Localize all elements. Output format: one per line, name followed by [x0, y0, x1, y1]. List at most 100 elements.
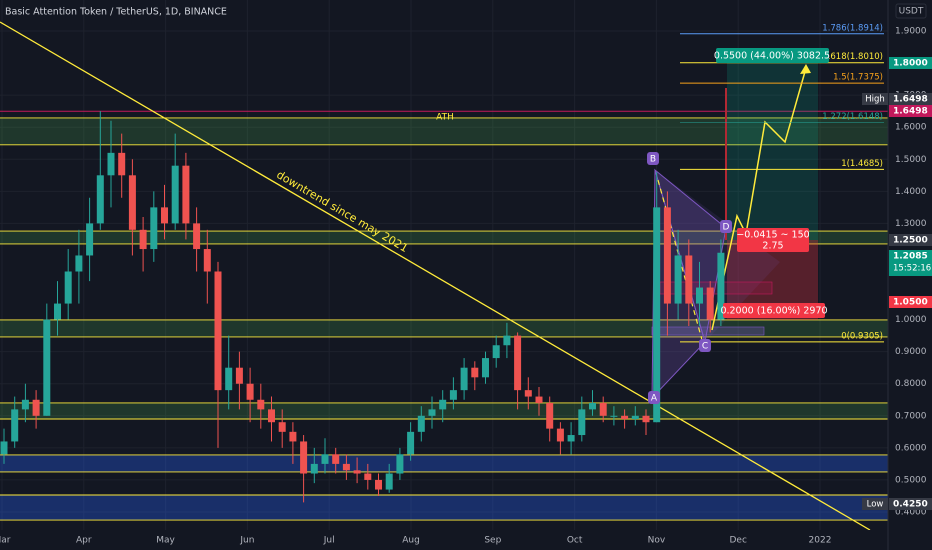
fib-label: 1.5(1.7375) [833, 73, 883, 83]
candles [0, 111, 725, 503]
price-tag [889, 105, 932, 117]
x-tick-label: Sep [484, 536, 501, 546]
candle-body [396, 454, 404, 474]
point-box [647, 152, 659, 165]
candle-body [546, 402, 554, 429]
candle-body [310, 463, 318, 474]
candle-body [610, 415, 618, 417]
candle-body [128, 175, 136, 230]
candle-body [300, 441, 308, 474]
candle-body [353, 470, 361, 474]
x-tick-label: Oct [567, 536, 583, 546]
point-label: A [651, 394, 658, 404]
price-tag-name: High [865, 95, 885, 105]
candle-body [364, 473, 372, 480]
fib-label: 1(1.4685) [841, 159, 883, 169]
candle-body [578, 409, 586, 436]
candle-body [246, 383, 254, 400]
chart-title: Basic Attention Token / TetherUS, 1D, BI… [5, 7, 227, 18]
zone [0, 319, 888, 337]
candle-body [32, 399, 40, 416]
candle-body [460, 367, 468, 391]
y-tick-label: 1.5000 [895, 155, 927, 165]
candle-body [193, 223, 201, 250]
fib-label: 1.786(1.8914) [822, 23, 883, 33]
candle-body [342, 463, 350, 471]
x-tick-label: Nov [648, 536, 666, 546]
currency: USDT [899, 7, 924, 17]
currency-box [895, 3, 927, 19]
target-tag [716, 48, 829, 63]
candle-body [556, 428, 564, 442]
candle-body [21, 399, 29, 410]
y-tick-label: 1.9000 [895, 27, 927, 37]
price-tag [889, 57, 932, 69]
candle-body [663, 207, 671, 304]
candle-body [107, 152, 115, 176]
candle-body [503, 335, 511, 346]
candle-body [289, 431, 297, 442]
candle-body [599, 402, 607, 416]
candle-body [621, 415, 629, 420]
ath-label: ATH [436, 113, 454, 123]
candle-body [150, 207, 158, 250]
price-tag-text: 1.2500 [893, 236, 928, 246]
candle-body [11, 409, 19, 442]
x-tick-label: Aug [402, 536, 420, 546]
stop-text: 0.2000 (16.00%) 2970 [720, 306, 827, 317]
price-tag-text: 1.0500 [893, 298, 928, 308]
candle-body [449, 390, 457, 400]
stop-tag [723, 303, 825, 318]
price-tag [889, 498, 932, 510]
candle-body [535, 396, 543, 403]
target-box [727, 62, 818, 240]
y-tick-label: 0.4000 [895, 508, 927, 518]
candle-body [54, 303, 61, 320]
price-timer: 15:52:16 [893, 264, 931, 274]
x-tick-label: Jul [323, 536, 335, 546]
price-tag [889, 296, 932, 308]
candle-body [407, 431, 415, 455]
candle-body [417, 415, 425, 432]
candle-body [96, 175, 104, 224]
price-tag-name: Low [867, 500, 884, 510]
candle-body [428, 409, 436, 416]
trend-line [0, 21, 871, 530]
price-tag-text: 1.6498 [893, 107, 928, 117]
point-box [699, 339, 711, 352]
candle-body [385, 473, 393, 490]
point-label: D [723, 223, 730, 233]
candle-body [43, 319, 51, 416]
price-tag-name-box [862, 93, 888, 105]
y-tick-label: 1.6000 [895, 123, 927, 133]
x-tick-label: Mar [0, 536, 11, 546]
price-tag [889, 93, 932, 105]
candle-body [631, 415, 639, 420]
candle-body [139, 229, 147, 250]
candle-body [225, 367, 233, 391]
x-tick-label: Apr [76, 536, 92, 546]
ratio-text: −0.0415 ~ 150 [736, 230, 809, 241]
candle-body [332, 454, 340, 464]
point-label: C [702, 342, 708, 352]
fib-label: 1.618(1.8010) [822, 52, 883, 62]
fib-label: 1.272(1.6148) [822, 112, 883, 122]
zone [0, 402, 888, 420]
order-block [651, 326, 765, 336]
point-box [720, 220, 732, 233]
candle-body [268, 409, 275, 423]
zone [0, 495, 888, 521]
x-tick-label: Dec [729, 536, 746, 546]
x-tick-label: May [156, 536, 175, 546]
y-tick-label: 0.8000 [895, 379, 927, 389]
y-tick-label: 0.9000 [895, 347, 927, 357]
price-tag [889, 234, 932, 246]
point-label: B [650, 155, 656, 165]
point-box [648, 391, 660, 404]
arrow-head [800, 64, 811, 74]
zone [0, 454, 888, 472]
candle-body [492, 345, 500, 359]
candle-body [161, 207, 168, 224]
